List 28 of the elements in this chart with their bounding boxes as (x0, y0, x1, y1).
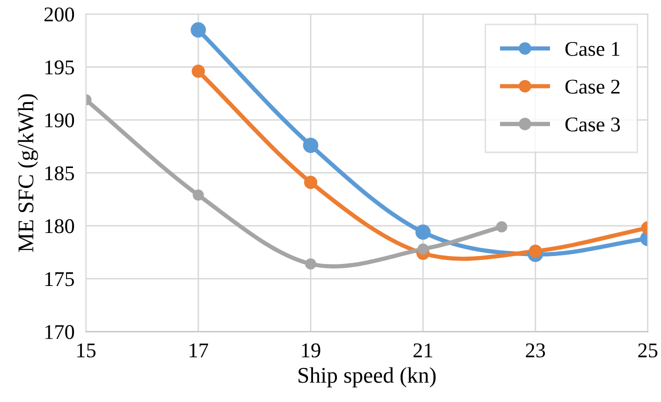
y-tick-label: 170 (45, 325, 74, 340)
legend-label: Case 3 (565, 117, 620, 132)
x-tick-label: 17 (190, 343, 208, 358)
y-tick-label: 200 (44, 7, 74, 22)
point (304, 176, 318, 189)
point (190, 22, 206, 38)
point (305, 258, 316, 270)
x-tick-label: 21 (414, 343, 432, 358)
y-axis-title: ME SFC (g/kWh) (18, 94, 38, 252)
point (303, 138, 318, 153)
x-tick-label: 23 (526, 343, 546, 358)
x-tick-label: 15 (77, 343, 96, 358)
y-tick-label: 185 (45, 166, 74, 180)
x-tick-label: 19 (302, 343, 320, 358)
y-tick-label: 180 (45, 219, 74, 234)
point (496, 221, 508, 232)
point (192, 190, 204, 201)
y-tick-label: 175 (45, 272, 74, 286)
y-tick-label: 190 (45, 113, 74, 128)
point (415, 224, 431, 240)
x-axis-title: Ship speed (kn) (298, 367, 436, 388)
x-tick-label: 25 (638, 343, 658, 358)
legend-label: Case 2 (565, 80, 620, 94)
point (192, 64, 205, 78)
point (528, 244, 542, 258)
legend-label: Case 1 (565, 42, 620, 56)
y-tick-label: 195 (45, 60, 74, 74)
point (417, 244, 429, 255)
